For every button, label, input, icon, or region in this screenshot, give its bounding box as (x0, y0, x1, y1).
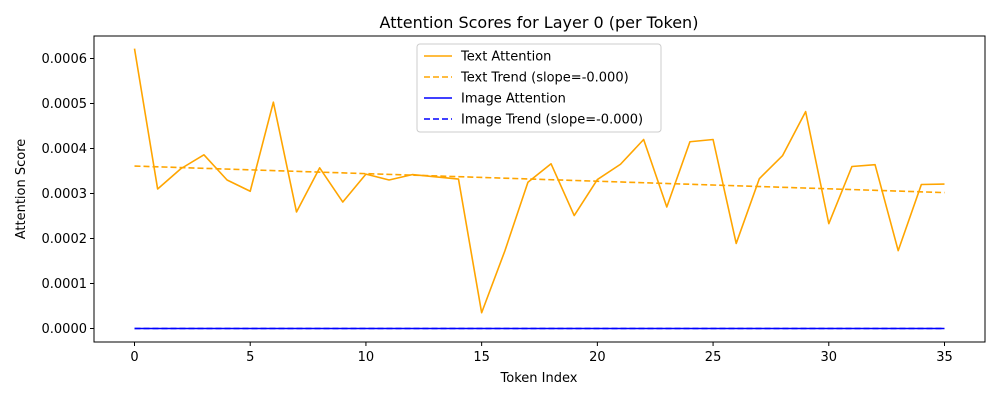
x-tick-label: 30 (821, 350, 838, 365)
series-line-1 (133, 48, 945, 314)
legend: Text Attention Text Trend (slope=-0.000) I… (416, 43, 662, 133)
x-tick-label: 25 (705, 350, 722, 365)
x-axis-title: Token Index (500, 371, 578, 386)
legend-label: Image Attention (461, 92, 566, 107)
legend-label: Image Trend (slope=-0.000) (461, 113, 643, 128)
y-axis: 0.0000 0.0001 0.0002 0.0003 0.0004 0.0005 0.00… (42, 52, 94, 337)
y-tick-label: 0.0001 (42, 277, 88, 292)
y-tick-label: 0.0002 (42, 232, 88, 247)
legend-label: Text Trend (slope=-0.000) (460, 71, 629, 86)
y-tick-label: 0.0000 (42, 322, 88, 337)
y-tick-label: 0.0003 (42, 187, 88, 202)
x-tick-label: 5 (246, 350, 254, 365)
chart-title: Attention Scores for Layer 0 (per Token) (380, 13, 699, 32)
x-axis: 0 5 10 15 20 25 30 35 (130, 342, 953, 365)
y-tick-label: 0.0004 (42, 142, 88, 157)
legend-label: Text Attention (460, 50, 551, 65)
y-tick-label: 0.0006 (42, 52, 88, 67)
y-axis-title: Attention Score (14, 139, 29, 240)
x-tick-label: 0 (130, 350, 138, 365)
series-line-2 (134, 165, 945, 194)
series-layer (133, 48, 945, 330)
x-tick-label: 15 (473, 350, 490, 365)
x-tick-label: 35 (936, 350, 953, 365)
y-tick-label: 0.0005 (42, 97, 88, 112)
legend-box (416, 43, 662, 133)
x-tick-label: 20 (589, 350, 606, 365)
x-tick-label: 10 (358, 350, 375, 365)
